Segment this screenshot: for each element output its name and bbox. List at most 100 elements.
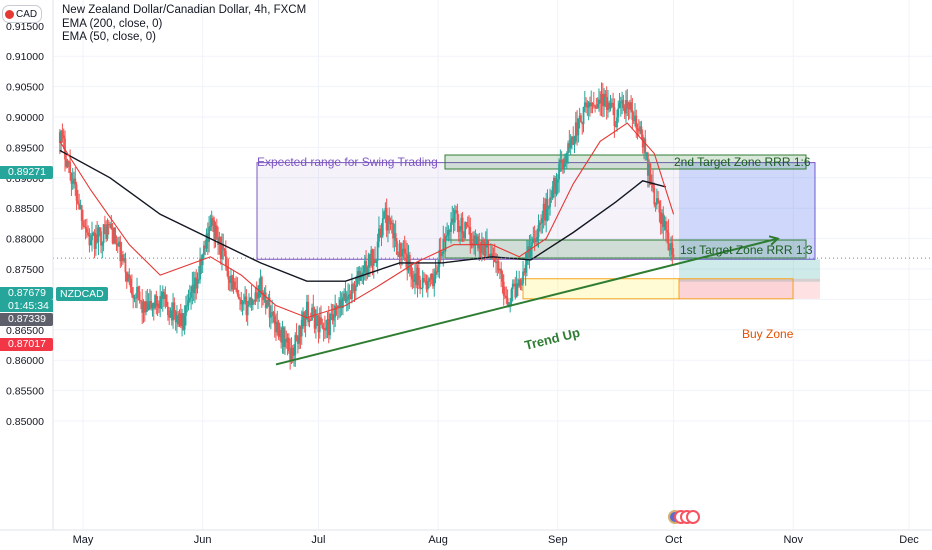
candle-body: [495, 262, 497, 264]
candle-body: [169, 310, 172, 318]
candle: [560, 151, 563, 172]
candle-body: [415, 273, 418, 286]
candle-body: [223, 248, 226, 251]
candle: [123, 253, 126, 263]
candle-body: [603, 93, 605, 107]
economic-events[interactable]: [668, 510, 700, 524]
candle-body: [446, 235, 449, 237]
candle: [195, 269, 198, 300]
candle: [600, 82, 603, 117]
candle-body: [634, 115, 636, 121]
candle-body: [272, 312, 275, 317]
candle: [451, 205, 454, 225]
candle-body: [61, 130, 64, 136]
currency-badge[interactable]: CAD: [2, 5, 43, 23]
candle-body: [636, 128, 639, 131]
candle-body: [237, 294, 240, 299]
candle: [154, 293, 156, 310]
candle-body: [299, 325, 302, 337]
candle: [343, 288, 346, 301]
candle-body: [109, 223, 111, 226]
candle: [577, 118, 580, 143]
candle: [664, 216, 667, 242]
candle: [568, 130, 571, 153]
candle-body: [62, 135, 65, 139]
candle-body: [160, 296, 163, 299]
candle: [169, 307, 172, 319]
candle-body: [510, 289, 513, 303]
candle: [403, 235, 406, 262]
candle-body: [183, 315, 186, 330]
candle-body: [493, 256, 496, 263]
candle: [518, 270, 521, 289]
candle-body: [618, 103, 621, 109]
candle: [352, 282, 355, 294]
candle-body: [112, 227, 115, 244]
candle: [572, 126, 575, 146]
candle-body: [518, 279, 521, 287]
candle-body: [623, 108, 626, 114]
candle: [559, 149, 562, 173]
candle: [535, 230, 537, 245]
candle-body: [581, 121, 584, 125]
candle: [672, 247, 675, 258]
candle-body: [257, 297, 259, 299]
candle-body: [491, 253, 494, 257]
symbol-title[interactable]: New Zealand Dollar/Canadian Dollar, 4h, …: [62, 4, 307, 16]
ema200-legend[interactable]: EMA (200, close, 0): [62, 17, 163, 30]
candle-body: [241, 302, 244, 305]
candle-body: [65, 159, 68, 167]
candle: [655, 188, 658, 210]
candle-body: [571, 136, 573, 140]
candle: [192, 271, 195, 302]
candle: [370, 246, 373, 268]
candle: [462, 231, 465, 242]
candle-body: [505, 295, 508, 298]
candle: [119, 235, 122, 269]
candle: [532, 226, 535, 244]
candle: [271, 299, 274, 324]
candle: [267, 294, 270, 307]
candle: [204, 239, 207, 256]
candle: [569, 134, 572, 156]
candle: [335, 303, 338, 316]
candle: [107, 219, 110, 235]
candle: [637, 119, 640, 137]
candle: [136, 277, 138, 309]
ema50-legend[interactable]: EMA (50, close, 0): [62, 31, 156, 43]
candle: [610, 98, 613, 108]
candle-body: [149, 301, 151, 304]
candle: [262, 289, 265, 306]
target2-zone: [444, 154, 807, 170]
candle: [75, 181, 78, 211]
candle: [603, 88, 605, 117]
candle: [116, 236, 119, 254]
candle: [417, 261, 420, 290]
candle: [249, 296, 252, 308]
candle-body: [509, 302, 512, 305]
candle-body: [141, 301, 144, 313]
candle-body: [451, 218, 454, 223]
candle: [599, 91, 602, 116]
candle-body: [84, 226, 87, 230]
candle: [182, 313, 185, 331]
candle-body: [430, 273, 433, 280]
candle-body: [291, 347, 294, 356]
candle-body: [546, 198, 549, 209]
candle-body: [233, 281, 236, 288]
candle-body: [375, 260, 378, 264]
candle-body: [352, 284, 355, 286]
candle: [433, 268, 436, 297]
candle-body: [204, 245, 207, 249]
candle-body: [374, 259, 376, 264]
candle-body: [372, 259, 375, 266]
candle-body: [601, 93, 604, 107]
x-tick-label: Dec: [899, 534, 919, 546]
candle-body: [163, 291, 165, 299]
candle: [109, 221, 111, 228]
candle: [286, 333, 289, 356]
event-marker-icon[interactable]: [686, 510, 700, 524]
candle-body: [134, 297, 137, 299]
